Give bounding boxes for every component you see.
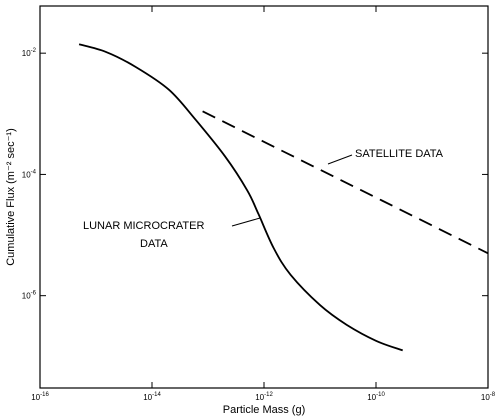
x-tick-label: 10-12 [255,392,273,402]
lunar-microcrater-line [78,43,404,352]
x-axis-ticks: 10-16 10-14 10-12 10-10 10-8 [31,6,496,402]
y-axis-title: Cumulative Flux (m⁻² sec⁻¹) [5,128,17,266]
x-tick-label: 10-16 [31,392,49,402]
satellite-data-line [202,110,489,255]
x-tick-label: 10-14 [143,392,161,402]
annotation-satellite-leader [327,154,353,165]
x-axis-title: Particle Mass (g) [223,404,306,416]
annotation-satellite: SATELLITE DATA [355,148,444,160]
y-tick-label: 10-6 [22,291,37,301]
x-tick-label: 10-8 [481,392,496,402]
y-tick-label: 10-4 [22,169,37,179]
annotation-lunar-leader [231,217,261,227]
x-tick-label: 10-10 [367,392,385,402]
y-axis-ticks: 10-2 10-4 10-6 [22,48,488,301]
annotation-lunar-line2: DATA [140,238,168,250]
plot-frame [39,5,489,389]
y-tick-label: 10-2 [22,48,37,58]
annotation-lunar-line1: LUNAR MICROCRATER [83,220,204,232]
